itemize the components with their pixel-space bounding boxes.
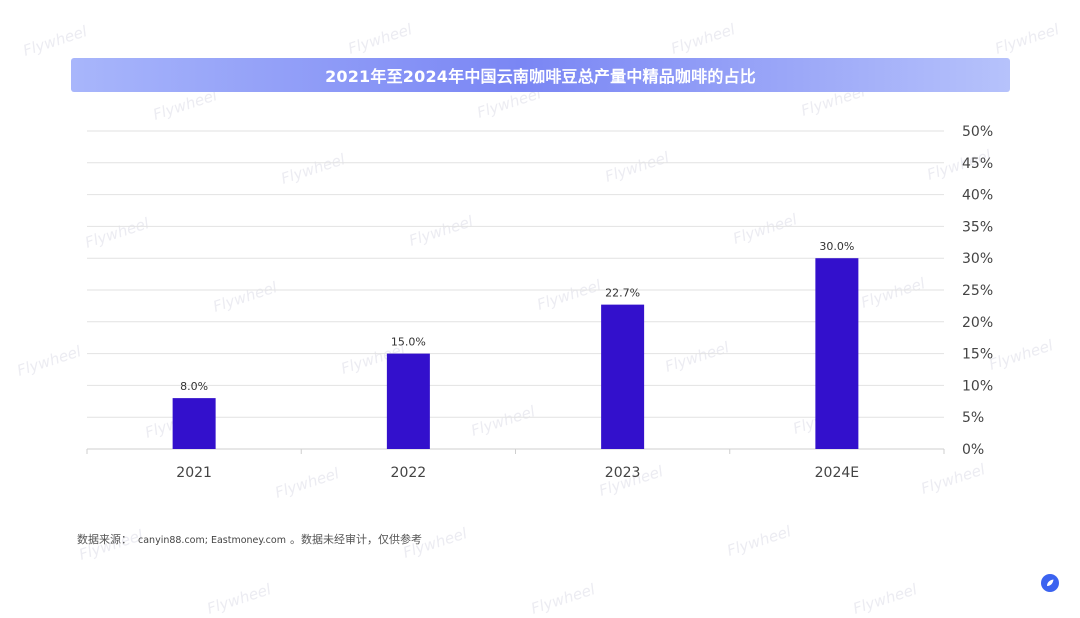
- y-tick-label: 10%: [962, 378, 993, 394]
- data-label: 22.7%: [605, 287, 640, 300]
- bar-2022: [386, 353, 430, 449]
- x-axis-ticks: 2021 2022 2023 2024E: [176, 465, 859, 481]
- bar-2024E: [815, 258, 859, 449]
- y-tick-label: 20%: [962, 315, 993, 331]
- chart-title-bar: 2021年至2024年中国云南咖啡豆总产量中精品咖啡的占比: [71, 58, 1010, 92]
- gridlines: [87, 130, 944, 418]
- data-labels: 8.0% 15.0% 22.7% 30.0%: [180, 240, 854, 393]
- x-tick-label: 2022: [391, 465, 427, 481]
- x-tick-label: 2024E: [815, 465, 859, 481]
- bar-2021: [172, 398, 216, 449]
- y-tick-label: 15%: [962, 347, 993, 363]
- source-urls: canyin88.com; Eastmoney.com: [138, 535, 286, 546]
- source-disclaimer: 。数据未经审计，仅供参考: [289, 533, 422, 546]
- y-tick-label: 30%: [962, 251, 993, 267]
- logo-mark-icon: [1047, 579, 1054, 586]
- data-label: 30.0%: [819, 240, 854, 253]
- y-axis-ticks: 0% 5% 10% 15% 20% 25% 30% 35% 40% 45% 50%: [962, 124, 993, 458]
- y-tick-label: 45%: [962, 156, 993, 172]
- data-label: 8.0%: [180, 380, 208, 393]
- source-label: 数据来源：: [77, 533, 132, 546]
- bars: [172, 258, 859, 449]
- chart-title: 2021年至2024年中国云南咖啡豆总产量中精品咖啡的占比: [325, 67, 756, 86]
- x-tick-label: 2021: [176, 465, 212, 481]
- y-tick-label: 50%: [962, 124, 993, 140]
- data-source-note: 数据来源： canyin88.com; Eastmoney.com 。数据未经审计，…: [77, 531, 422, 547]
- x-axis: [86, 448, 945, 454]
- y-tick-label: 35%: [962, 219, 993, 235]
- flywheel-logo-icon: [1041, 574, 1059, 592]
- x-tick-label: 2023: [605, 465, 641, 481]
- y-tick-label: 25%: [962, 283, 993, 299]
- data-label: 15.0%: [391, 336, 426, 349]
- bar-2023: [601, 304, 645, 449]
- y-tick-label: 5%: [962, 410, 984, 426]
- y-tick-label: 0%: [962, 442, 984, 458]
- y-tick-label: 40%: [962, 188, 993, 204]
